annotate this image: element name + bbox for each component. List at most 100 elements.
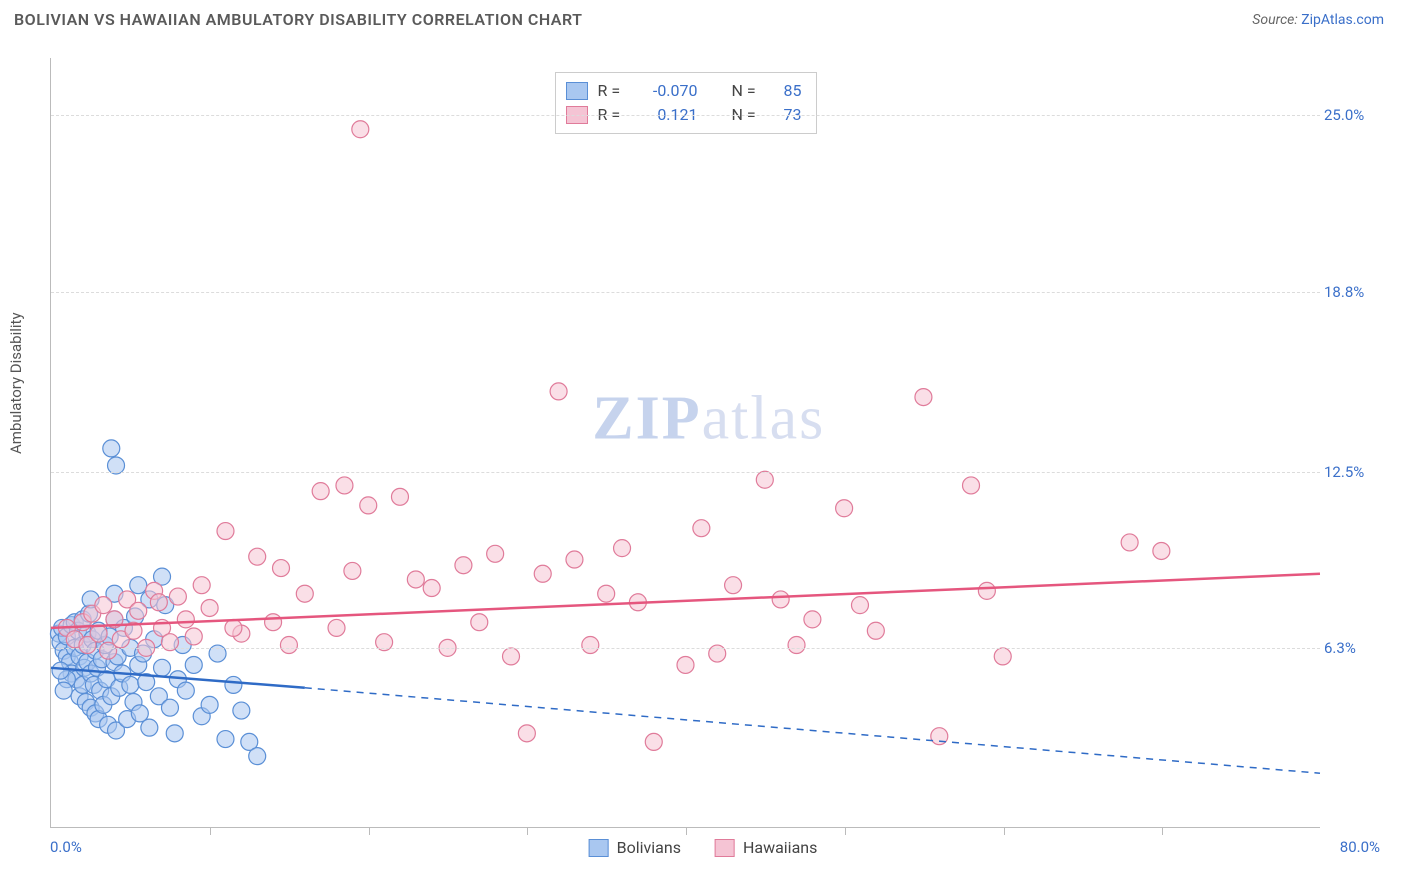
data-point [296, 585, 313, 602]
data-point [867, 622, 884, 639]
data-point [772, 591, 789, 608]
y-tick-label: 25.0% [1324, 106, 1378, 124]
data-point [677, 656, 694, 673]
data-point [788, 637, 805, 654]
data-point [566, 551, 583, 568]
source-label: Source: [1252, 12, 1297, 28]
data-point [1121, 534, 1138, 551]
data-point [217, 523, 234, 540]
data-point [518, 725, 535, 742]
data-point [177, 682, 194, 699]
legend-n-value: 85 [776, 79, 802, 103]
x-axis-min-label: 0.0% [50, 838, 82, 856]
data-point [217, 731, 234, 748]
data-point [851, 597, 868, 614]
gridline-h [51, 115, 1320, 116]
data-point [693, 520, 710, 537]
data-point [249, 748, 266, 765]
chart-area: Ambulatory Disability ZIPatlas R =-0.070… [14, 44, 1392, 864]
data-point [550, 383, 567, 400]
data-point [360, 497, 377, 514]
data-point [756, 471, 773, 488]
data-point [407, 571, 424, 588]
data-point [95, 597, 112, 614]
data-point [150, 594, 167, 611]
data-point [185, 628, 202, 645]
data-point [963, 477, 980, 494]
y-tick-label: 12.5% [1324, 463, 1378, 481]
gridline-h [51, 648, 1320, 649]
x-tick [210, 827, 211, 835]
legend-label: Bolivians [617, 838, 681, 857]
legend-r-value: -0.070 [642, 79, 698, 103]
legend-item: Hawaiians [715, 838, 817, 857]
data-point [503, 648, 520, 665]
data-point [193, 577, 210, 594]
data-point [130, 602, 147, 619]
plot-region: ZIPatlas R =-0.070N =85R =0.121N =73 6.3… [50, 58, 1320, 828]
data-point [225, 676, 242, 693]
data-point [141, 719, 158, 736]
x-tick [686, 827, 687, 835]
trend-line-dashed [305, 688, 1320, 773]
data-point [233, 702, 250, 719]
data-point [455, 557, 472, 574]
x-axis-max-label: 80.0% [1340, 838, 1380, 856]
legend-r-label: R = [598, 79, 632, 103]
data-point [201, 696, 218, 713]
scatter-svg [51, 58, 1320, 827]
source-link[interactable]: ZipAtlas.com [1301, 12, 1384, 28]
gridline-h [51, 472, 1320, 473]
data-point [994, 648, 1011, 665]
data-point [312, 483, 329, 500]
data-point [487, 545, 504, 562]
legend-n-label: N = [732, 79, 766, 103]
legend-swatch [715, 839, 735, 857]
data-point [154, 659, 171, 676]
x-tick [1162, 827, 1163, 835]
data-point [169, 588, 186, 605]
data-point [344, 562, 361, 579]
trend-line [51, 574, 1320, 628]
source-attribution: Source: ZipAtlas.com [1252, 12, 1384, 28]
data-point [352, 121, 369, 138]
chart-title: BOLIVIAN VS HAWAIIAN AMBULATORY DISABILI… [14, 10, 582, 29]
data-point [225, 619, 242, 636]
data-point [103, 440, 120, 457]
data-point [1153, 542, 1170, 559]
legend-swatch [566, 82, 588, 100]
gridline-h [51, 292, 1320, 293]
legend-label: Hawaiians [743, 838, 817, 857]
data-point [130, 577, 147, 594]
data-point [391, 488, 408, 505]
data-point [52, 662, 69, 679]
data-point [201, 599, 218, 616]
data-point [804, 611, 821, 628]
x-tick [845, 827, 846, 835]
data-point [90, 625, 107, 642]
data-point [471, 614, 488, 631]
data-point [166, 725, 183, 742]
x-tick [369, 827, 370, 835]
data-point [534, 565, 551, 582]
data-point [915, 389, 932, 406]
data-point [978, 582, 995, 599]
data-point [645, 733, 662, 750]
data-point [273, 560, 290, 577]
legend-item: Bolivians [589, 838, 681, 857]
data-point [55, 682, 72, 699]
data-point [185, 656, 202, 673]
data-point [265, 614, 282, 631]
data-point [336, 477, 353, 494]
data-point [582, 637, 599, 654]
legend-swatch [589, 839, 609, 857]
y-tick-label: 18.8% [1324, 283, 1378, 301]
data-point [423, 580, 440, 597]
data-point [122, 676, 139, 693]
x-tick [1004, 827, 1005, 835]
y-axis-label: Ambulatory Disability [7, 312, 25, 454]
data-point [161, 699, 178, 716]
data-point [614, 540, 631, 557]
data-point [725, 577, 742, 594]
data-point [328, 619, 345, 636]
